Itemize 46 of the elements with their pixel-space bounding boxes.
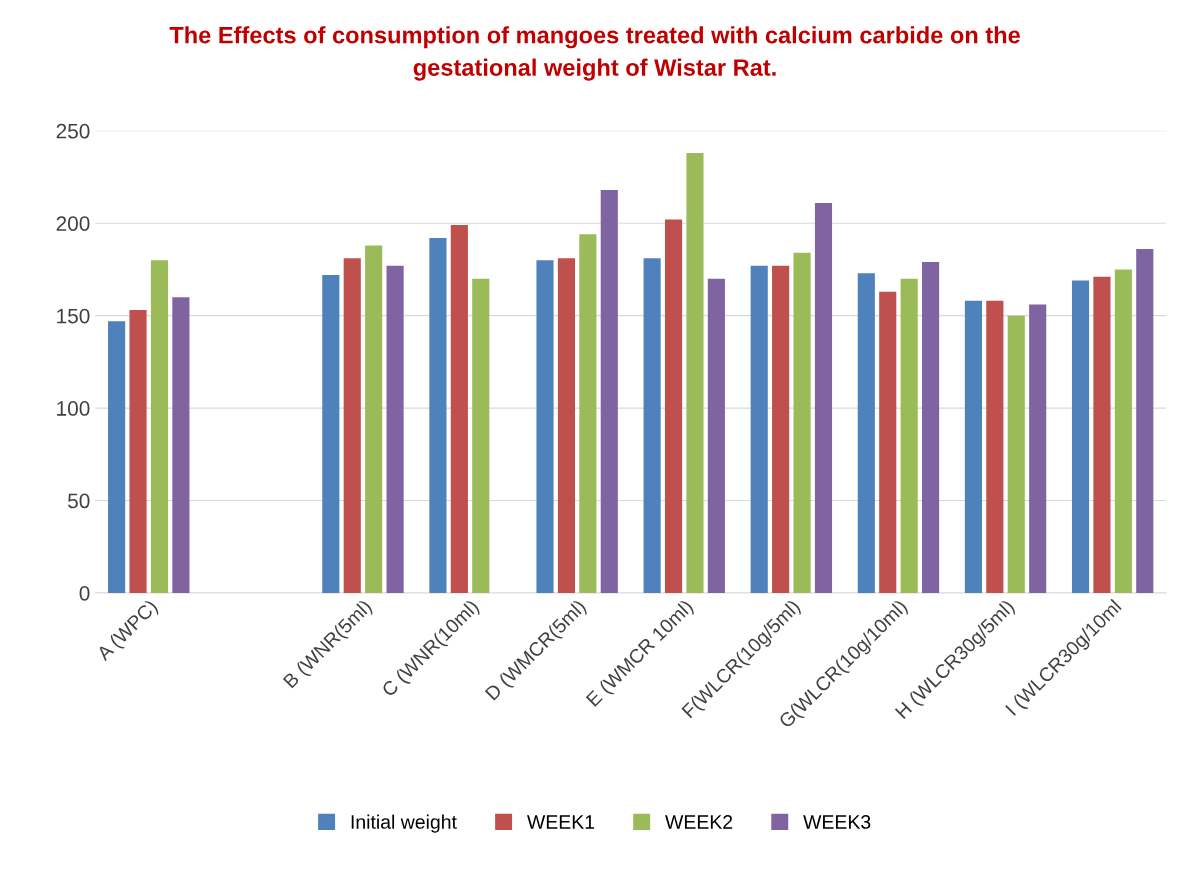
bar: [365, 245, 383, 593]
bar: [1136, 249, 1154, 593]
bar: [772, 265, 790, 593]
bar: [386, 265, 404, 593]
bar: [1029, 304, 1047, 593]
chart-title: The Effects of consumption of mangoes treated with calcium carbide on the gestational weight of Wistar Rat.: [169, 26, 1020, 81]
bar: [472, 278, 490, 593]
bar: [793, 252, 811, 593]
bar: [1114, 269, 1132, 593]
bar: [814, 202, 833, 593]
bar: [986, 300, 1004, 593]
bar: [964, 300, 982, 593]
bar: [686, 152, 704, 593]
bar: [1007, 315, 1025, 593]
bar: [643, 258, 661, 593]
bar: [1071, 280, 1090, 593]
bar: [536, 260, 554, 593]
y-tick-label: 200: [56, 216, 90, 231]
bar: [129, 310, 147, 593]
bar: [664, 219, 683, 593]
y-tick-label: 250: [56, 123, 90, 139]
legend-label: Initial weight: [351, 814, 457, 833]
legend-label: WEEK3: [803, 815, 871, 829]
bar: [922, 262, 940, 593]
bar: [557, 258, 576, 593]
y-tick-label: 50: [68, 493, 90, 509]
bar: [879, 291, 897, 593]
bar: [150, 260, 169, 593]
bar: [857, 273, 875, 593]
bar: [172, 297, 190, 593]
bar: [343, 258, 361, 593]
y-tick-label: 100: [57, 401, 90, 416]
legend-label: WEEK1: [527, 815, 595, 829]
bar: [900, 278, 918, 593]
legend-label: WEEK2: [665, 815, 733, 829]
bar: [429, 238, 447, 593]
bar: [108, 321, 126, 593]
y-tick-label: 0: [79, 585, 90, 601]
bar: [579, 234, 597, 593]
bar: [1093, 276, 1111, 593]
y-tick-label: 150: [57, 308, 90, 324]
bar: [322, 274, 340, 593]
bar: [600, 189, 618, 593]
bar: [450, 225, 468, 593]
bar: [707, 278, 725, 593]
bar: [750, 265, 768, 593]
